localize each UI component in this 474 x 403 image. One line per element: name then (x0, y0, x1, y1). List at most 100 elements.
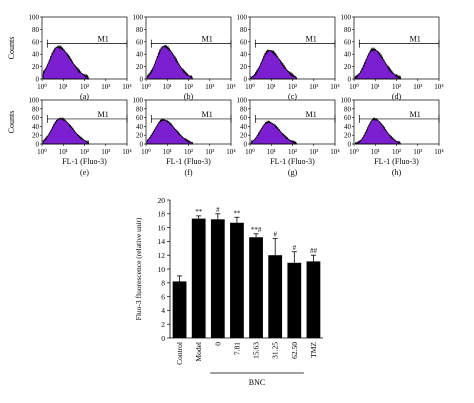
y-tick-label: 100 (341, 14, 352, 22)
significance-mark: # (216, 206, 220, 214)
y-tick-label: 20 (344, 63, 352, 71)
histogram-panel: M1 0 20 40 60 80 100 10⁰ 10¹ 10² 10³ 10⁴ (c) (237, 14, 341, 102)
bar (306, 261, 321, 338)
y-tick-label: 20 (344, 132, 352, 140)
x-tick-label: 10¹ (267, 148, 276, 156)
x-tick-label: 10³ (413, 83, 422, 91)
x-tick-label: 10² (392, 148, 401, 156)
histogram-area (146, 118, 194, 145)
y-tick-label: 0 (161, 334, 165, 343)
x-tick-label: 10⁴ (330, 83, 340, 91)
x-tick-label: 10³ (205, 148, 214, 156)
x-tick-label: 10² (288, 83, 297, 91)
y-tick-label: 60 (240, 38, 248, 46)
y-tick-label: 20 (240, 63, 248, 71)
y-tick-label: 60 (32, 114, 40, 122)
y-tick-label: 100 (29, 97, 40, 105)
x-axis-label: FL-1 (Fluo-3) (374, 157, 419, 166)
y-tick-label: 60 (240, 114, 248, 122)
histogram-area (354, 46, 402, 80)
y-tick-label: 40 (136, 123, 144, 131)
y-tick-label: 14 (158, 237, 166, 246)
bar (249, 237, 263, 338)
y-tick-label: 8 (161, 279, 165, 288)
x-tick-label: 10³ (101, 148, 110, 156)
significance-mark: # (273, 231, 277, 239)
y-tick-label: 2 (161, 320, 165, 329)
category-label: Model (194, 342, 203, 362)
panel-label: (b) (184, 92, 194, 101)
y-tick-label: 80 (344, 26, 352, 34)
x-tick-label: 10⁴ (434, 148, 444, 156)
y-axis-label: Counts (7, 37, 16, 60)
x-tick-label: 10⁰ (141, 83, 151, 91)
category-label: 7.81 (232, 342, 241, 355)
y-tick-label: 0 (244, 141, 248, 149)
y-tick-label: 0 (36, 76, 40, 84)
histogram-area (354, 117, 402, 145)
x-tick-label: 10³ (309, 148, 318, 156)
x-tick-label: 10⁰ (37, 148, 47, 156)
histogram-area (250, 49, 298, 80)
significance-mark: # (293, 244, 297, 252)
x-tick-label: 10³ (413, 148, 422, 156)
y-tick-label: 40 (240, 51, 248, 59)
histogram-area (250, 120, 298, 145)
x-tick-label: 10⁴ (226, 148, 236, 156)
x-tick-label: 10² (392, 83, 401, 91)
y-tick-label: 20 (136, 132, 144, 140)
y-tick-label: 80 (136, 105, 144, 113)
y-tick-label: 20 (240, 132, 248, 140)
x-tick-label: 10¹ (59, 148, 68, 156)
y-tick-label: 20 (32, 63, 40, 71)
y-tick-label: 80 (240, 26, 248, 34)
bar (210, 219, 225, 338)
y-tick-label: 80 (136, 26, 144, 34)
y-tick-label: 100 (341, 97, 352, 105)
bar (268, 255, 283, 338)
y-tick-label: 20 (32, 132, 40, 140)
panel-label: (f) (185, 168, 193, 177)
y-tick-label: 0 (140, 76, 144, 84)
group-label: BNC (249, 378, 265, 387)
y-tick-label: 40 (136, 51, 144, 59)
x-tick-label: 10² (288, 148, 297, 156)
panel-label: (e) (80, 168, 89, 177)
category-label: TMZ (309, 342, 318, 358)
x-tick-label: 10³ (101, 83, 110, 91)
category-label: 31.25 (271, 342, 280, 359)
x-tick-label: 10¹ (371, 148, 380, 156)
x-tick-label: 10³ (309, 83, 318, 91)
gate-label: M1 (98, 110, 109, 119)
x-tick-label: 10⁴ (330, 148, 340, 156)
y-tick-label: 12 (158, 251, 166, 260)
x-tick-label: 10³ (205, 83, 214, 91)
y-tick-label: 0 (140, 141, 144, 149)
y-tick-label: 60 (136, 38, 144, 46)
y-tick-label: 40 (344, 51, 352, 59)
x-tick-label: 10¹ (163, 148, 172, 156)
y-tick-label: 60 (32, 38, 40, 46)
x-tick-label: 10⁰ (245, 148, 255, 156)
gate-label: M1 (98, 35, 109, 44)
y-tick-label: 10 (158, 265, 166, 274)
x-tick-label: 10⁴ (122, 83, 132, 91)
histogram-panel: M1 0 20 40 60 80 100 10⁰ 10¹ 10² 10³ 10⁴ (b) (133, 14, 237, 102)
gate-label: M1 (410, 35, 421, 44)
x-tick-label: 10⁰ (37, 83, 47, 91)
y-tick-label: 20 (158, 196, 166, 205)
x-axis-label: FL-1 (Fluo-3) (270, 157, 315, 166)
category-label: 15.63 (252, 342, 261, 359)
x-tick-label: 10² (80, 148, 89, 156)
panel-label: (d) (392, 92, 402, 101)
x-tick-label: 10² (80, 83, 89, 91)
significance-mark: ## (310, 247, 318, 255)
y-tick-label: 0 (36, 141, 40, 149)
x-tick-label: 10⁴ (434, 83, 444, 91)
significance-mark: ** (233, 209, 241, 217)
y-tick-label: 0 (244, 76, 248, 84)
y-tick-label: 60 (344, 114, 352, 122)
